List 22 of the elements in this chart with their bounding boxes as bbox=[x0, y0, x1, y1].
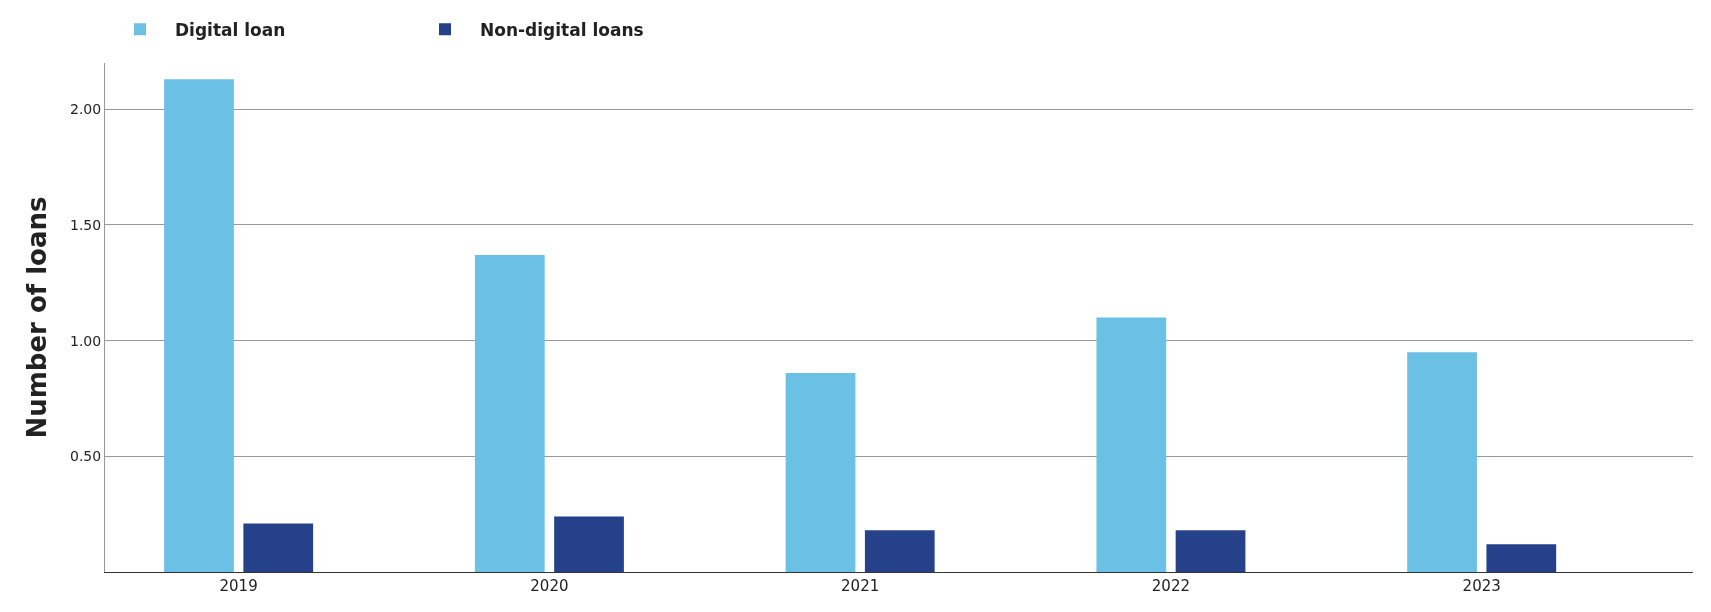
bar bbox=[554, 516, 624, 572]
x-tick-label: 2020 bbox=[530, 577, 569, 595]
y-tick-label: 0.50 bbox=[70, 448, 102, 465]
y-axis-title: Number of loans bbox=[22, 196, 53, 439]
legend-label: Digital loan bbox=[175, 19, 286, 40]
bar bbox=[164, 79, 234, 572]
legend-label: Non-digital loans bbox=[480, 19, 644, 40]
x-tick-label: 2022 bbox=[1151, 577, 1191, 595]
bar bbox=[1175, 530, 1246, 572]
y-tick-label: 1.50 bbox=[70, 216, 102, 233]
bar bbox=[1407, 352, 1477, 572]
bar bbox=[1096, 317, 1167, 572]
bar bbox=[864, 530, 935, 572]
x-tick-label: 2023 bbox=[1462, 577, 1501, 595]
x-tick-label: 2019 bbox=[219, 577, 258, 595]
bar bbox=[474, 255, 545, 572]
x-tick-label: 2021 bbox=[841, 577, 880, 595]
y-tick-label: 2.00 bbox=[70, 101, 102, 118]
bar bbox=[243, 523, 314, 572]
bar bbox=[1486, 544, 1557, 572]
bar bbox=[785, 373, 856, 572]
y-tick-label: 1.00 bbox=[70, 332, 102, 349]
